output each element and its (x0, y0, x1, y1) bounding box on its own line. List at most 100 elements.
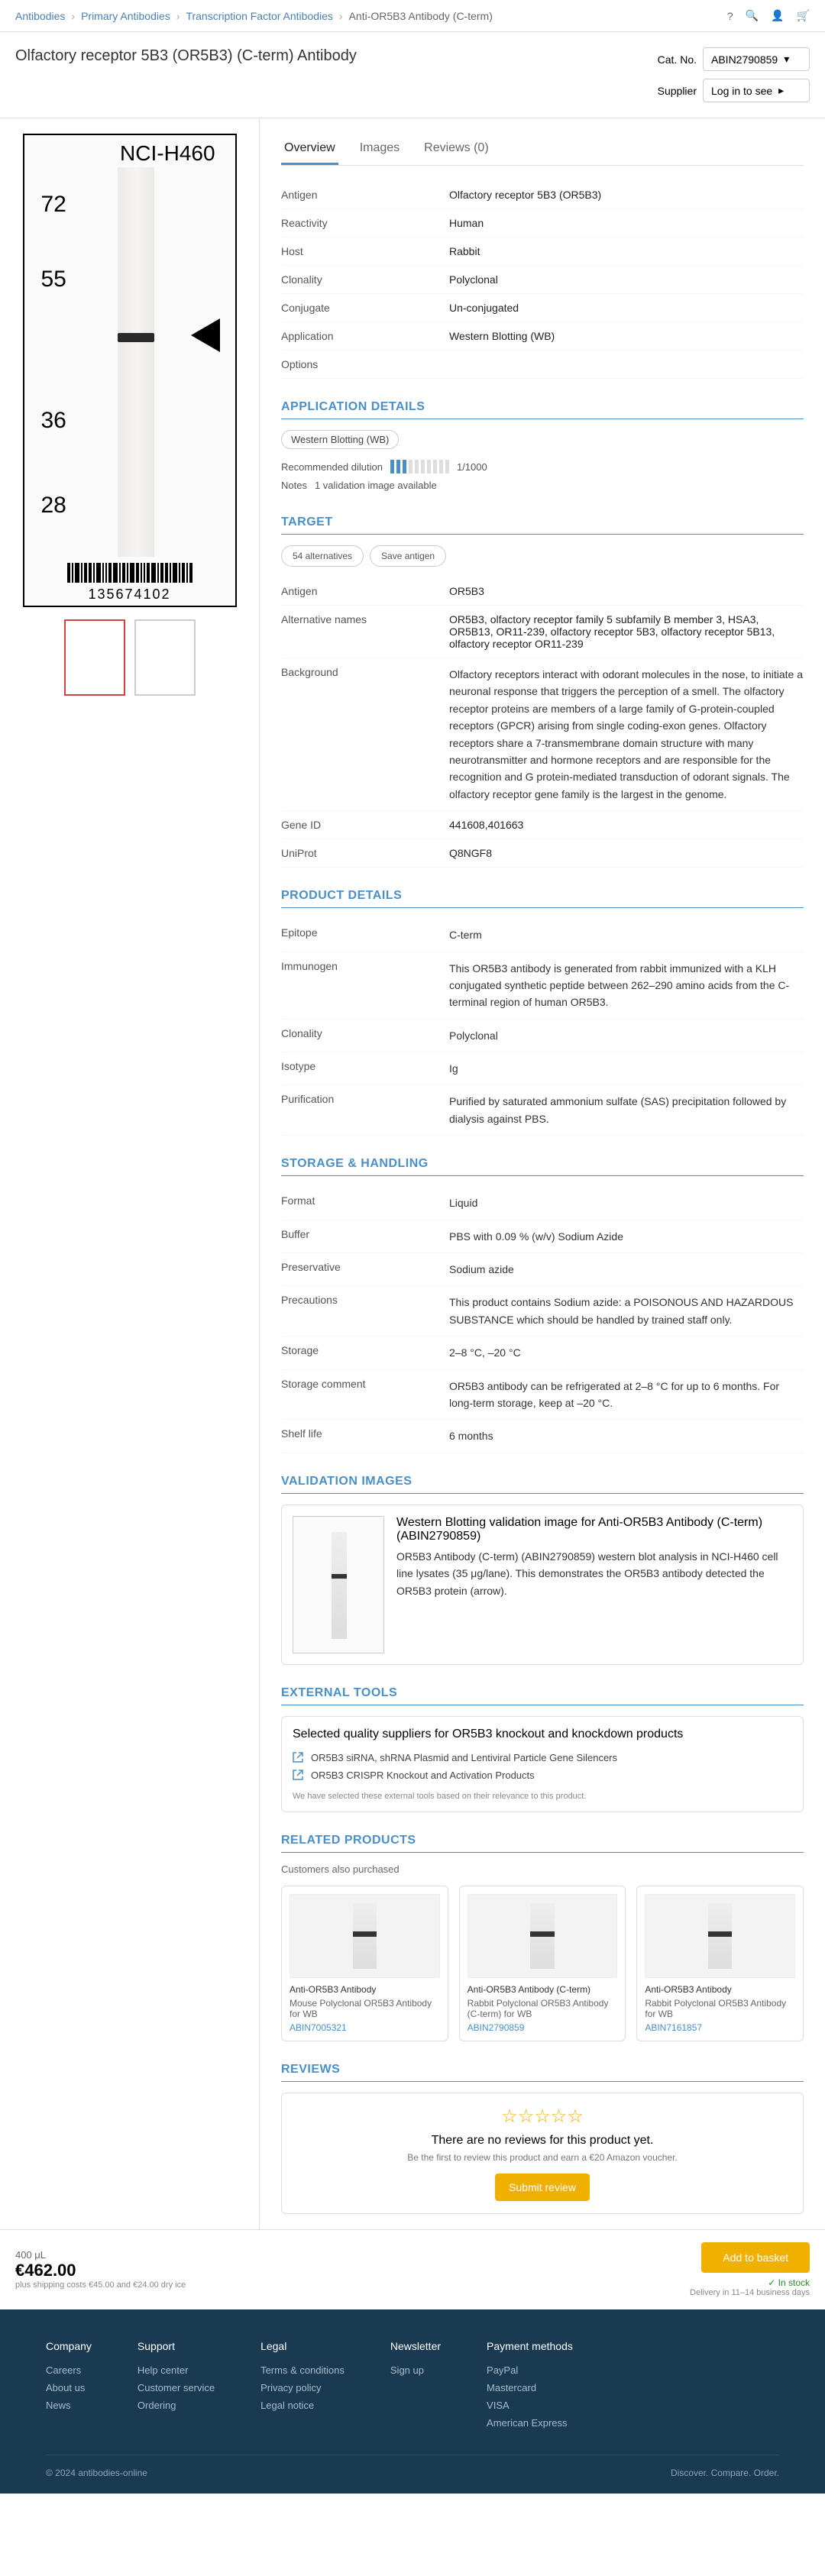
field-label: Background (281, 666, 449, 803)
storage-field: BufferPBS with 0.09 % (w/v) Sodium Azide (281, 1220, 804, 1253)
crumb-l2[interactable]: Transcription Factor Antibodies (186, 10, 332, 22)
thumbnail[interactable] (134, 619, 196, 696)
breadcrumb: Antibodies › Primary Antibodies › Transc… (15, 10, 493, 22)
field-label: Antigen (281, 585, 449, 597)
footer-column: NewsletterSign up (390, 2340, 441, 2432)
footer-tagline: Discover. Compare. Order. (671, 2468, 779, 2478)
chevron-right-icon: › (176, 10, 180, 22)
footer-link[interactable]: Ordering (138, 2397, 215, 2414)
reviews-empty-box: ☆☆☆☆☆ There are no reviews for this prod… (281, 2093, 804, 2214)
related-card[interactable]: Anti-OR5B3 AntibodyRabbit Polyclonal OR5… (636, 1886, 804, 2041)
field-label: Storage comment (281, 1378, 449, 1412)
external-box-title: Selected quality suppliers for OR5B3 kno… (293, 1728, 792, 1741)
related-name: Anti-OR5B3 Antibody (290, 1984, 440, 1995)
crumb-home[interactable]: Antibodies (15, 10, 65, 22)
barcode-block: 135674102 (24, 563, 235, 603)
field-label: Application (281, 330, 449, 342)
main-layout: NCI-H460 72 55 36 28 135674102 Overview … (0, 118, 825, 2229)
footer-link[interactable]: Privacy policy (260, 2379, 345, 2397)
field-label: Options (281, 358, 449, 370)
tab-reviews[interactable]: Reviews (0) (421, 134, 491, 165)
external-link[interactable]: OR5B3 siRNA, shRNA Plasmid and Lentivira… (293, 1749, 792, 1766)
stock-status: ✓ In stock (690, 2277, 810, 2288)
field-value: Western Blotting (WB) (449, 330, 804, 342)
crumb-l1[interactable]: Primary Antibodies (81, 10, 170, 22)
footer-link[interactable]: VISA (487, 2397, 573, 2414)
cart-icon[interactable]: 🛒 (797, 9, 810, 22)
related-thumb (290, 1894, 440, 1978)
section-title-product: PRODUCT DETAILS (281, 889, 804, 908)
submit-review-button[interactable]: Submit review (495, 2174, 590, 2201)
tab-overview[interactable]: Overview (281, 134, 338, 165)
related-desc: Rabbit Polyclonal OR5B3 Antibody for WB (645, 1998, 795, 2019)
notes-row: Notes 1 validation image available (281, 477, 804, 494)
validation-thumb[interactable] (293, 1516, 384, 1653)
tab-bar: Overview Images Reviews (0) (281, 134, 804, 166)
field-label: Clonality (281, 273, 449, 286)
footer-link[interactable]: About us (46, 2379, 92, 2397)
notes-label: Notes (281, 480, 307, 491)
footer-link[interactable]: Help center (138, 2361, 215, 2379)
related-card[interactable]: Anti-OR5B3 Antibody Mouse Polyclonal OR5B… (281, 1886, 448, 2041)
related-card[interactable]: Anti-OR5B3 Antibody (C-term)Rabbit Polyc… (459, 1886, 626, 2041)
field-value: Polyclonal (449, 1027, 804, 1044)
check-icon: ✓ (768, 2277, 775, 2288)
field-label: Antigen (281, 189, 449, 201)
thumbnail[interactable] (64, 619, 125, 696)
product-field: IsotypeIg (281, 1052, 804, 1085)
footer-col-title: Company (46, 2340, 92, 2352)
field-value: This product contains Sodium azide: a PO… (449, 1294, 804, 1328)
target-uniprot: UniProt Q8NGF8 (281, 839, 804, 868)
section-title-related: RELATED PRODUCTS (281, 1834, 804, 1853)
section-title-images: VALIDATION IMAGES (281, 1475, 804, 1494)
save-antigen-button[interactable]: Save antigen (370, 545, 446, 567)
footer-column: LegalTerms & conditionsPrivacy policyLeg… (260, 2340, 345, 2432)
footer-link[interactable]: Careers (46, 2361, 92, 2379)
related-thumb (645, 1894, 795, 1978)
external-link[interactable]: OR5B3 CRISPR Knockout and Activation Pro… (293, 1766, 792, 1784)
add-to-basket-button[interactable]: Add to basket (701, 2242, 810, 2273)
section-title-external: EXTERNAL TOOLS (281, 1686, 804, 1705)
field-conjugate: Conjugate Un-conjugated (281, 294, 804, 322)
mw-label: 36 (41, 408, 66, 434)
buy-right: Add to basket ✓ In stock Delivery in 11–… (690, 2242, 810, 2297)
field-value: OR5B3 antibody can be refrigerated at 2–… (449, 1378, 804, 1412)
barcode-number: 135674102 (24, 587, 235, 603)
related-cat: ABIN7161857 (645, 2022, 795, 2033)
search-icon[interactable]: 🔍 (746, 9, 759, 22)
catno-select[interactable]: ABIN2790859 ▾ (703, 47, 810, 71)
field-value: Purified by saturated ammonium sulfate (… (449, 1093, 804, 1127)
footer-link[interactable]: Legal notice (260, 2397, 345, 2414)
breadcrumb-bar: Antibodies › Primary Antibodies › Transc… (0, 0, 825, 32)
footer-link[interactable]: Sign up (390, 2361, 441, 2379)
western-blot-figure[interactable]: NCI-H460 72 55 36 28 135674102 (23, 134, 237, 607)
footer-link[interactable]: Terms & conditions (260, 2361, 345, 2379)
stars-icon: ☆☆☆☆☆ (294, 2106, 791, 2128)
product-field: PurificationPurified by saturated ammoni… (281, 1085, 804, 1136)
field-value: OR5B3, olfactory receptor family 5 subfa… (449, 613, 804, 650)
footer-link[interactable]: News (46, 2397, 92, 2414)
alternatives-button[interactable]: 54 alternatives (281, 545, 364, 567)
supplier-login-button[interactable]: Log in to see ▸ (703, 79, 810, 102)
field-label: Host (281, 245, 449, 257)
related-desc: Mouse Polyclonal OR5B3 Antibody for WB (290, 1998, 440, 2019)
protein-band (118, 333, 154, 342)
chevron-down-icon: ▾ (784, 53, 789, 66)
field-label: Conjugate (281, 302, 449, 314)
footer-link[interactable]: Mastercard (487, 2379, 573, 2397)
help-icon[interactable]: ? (727, 10, 733, 22)
field-host: Host Rabbit (281, 238, 804, 266)
target-altnames: Alternative names OR5B3, olfactory recep… (281, 606, 804, 658)
arrow-left-icon (191, 318, 220, 352)
user-icon[interactable]: 👤 (771, 9, 784, 22)
application-pill[interactable]: Western Blotting (WB) (281, 430, 399, 449)
footer-link[interactable]: Customer service (138, 2379, 215, 2397)
footer-link[interactable]: PayPal (487, 2361, 573, 2379)
footer-link[interactable]: American Express (487, 2414, 573, 2432)
target-antigen: Antigen OR5B3 (281, 577, 804, 606)
supplier-btn-label: Log in to see (711, 85, 772, 97)
tab-images[interactable]: Images (357, 134, 403, 165)
footer-column: Payment methodsPayPalMastercardVISAAmeri… (487, 2340, 573, 2432)
site-footer: CompanyCareersAbout usNewsSupportHelp ce… (0, 2309, 825, 2494)
buy-left: 400 μL €462.00 plus shipping costs €45.0… (15, 2249, 186, 2290)
